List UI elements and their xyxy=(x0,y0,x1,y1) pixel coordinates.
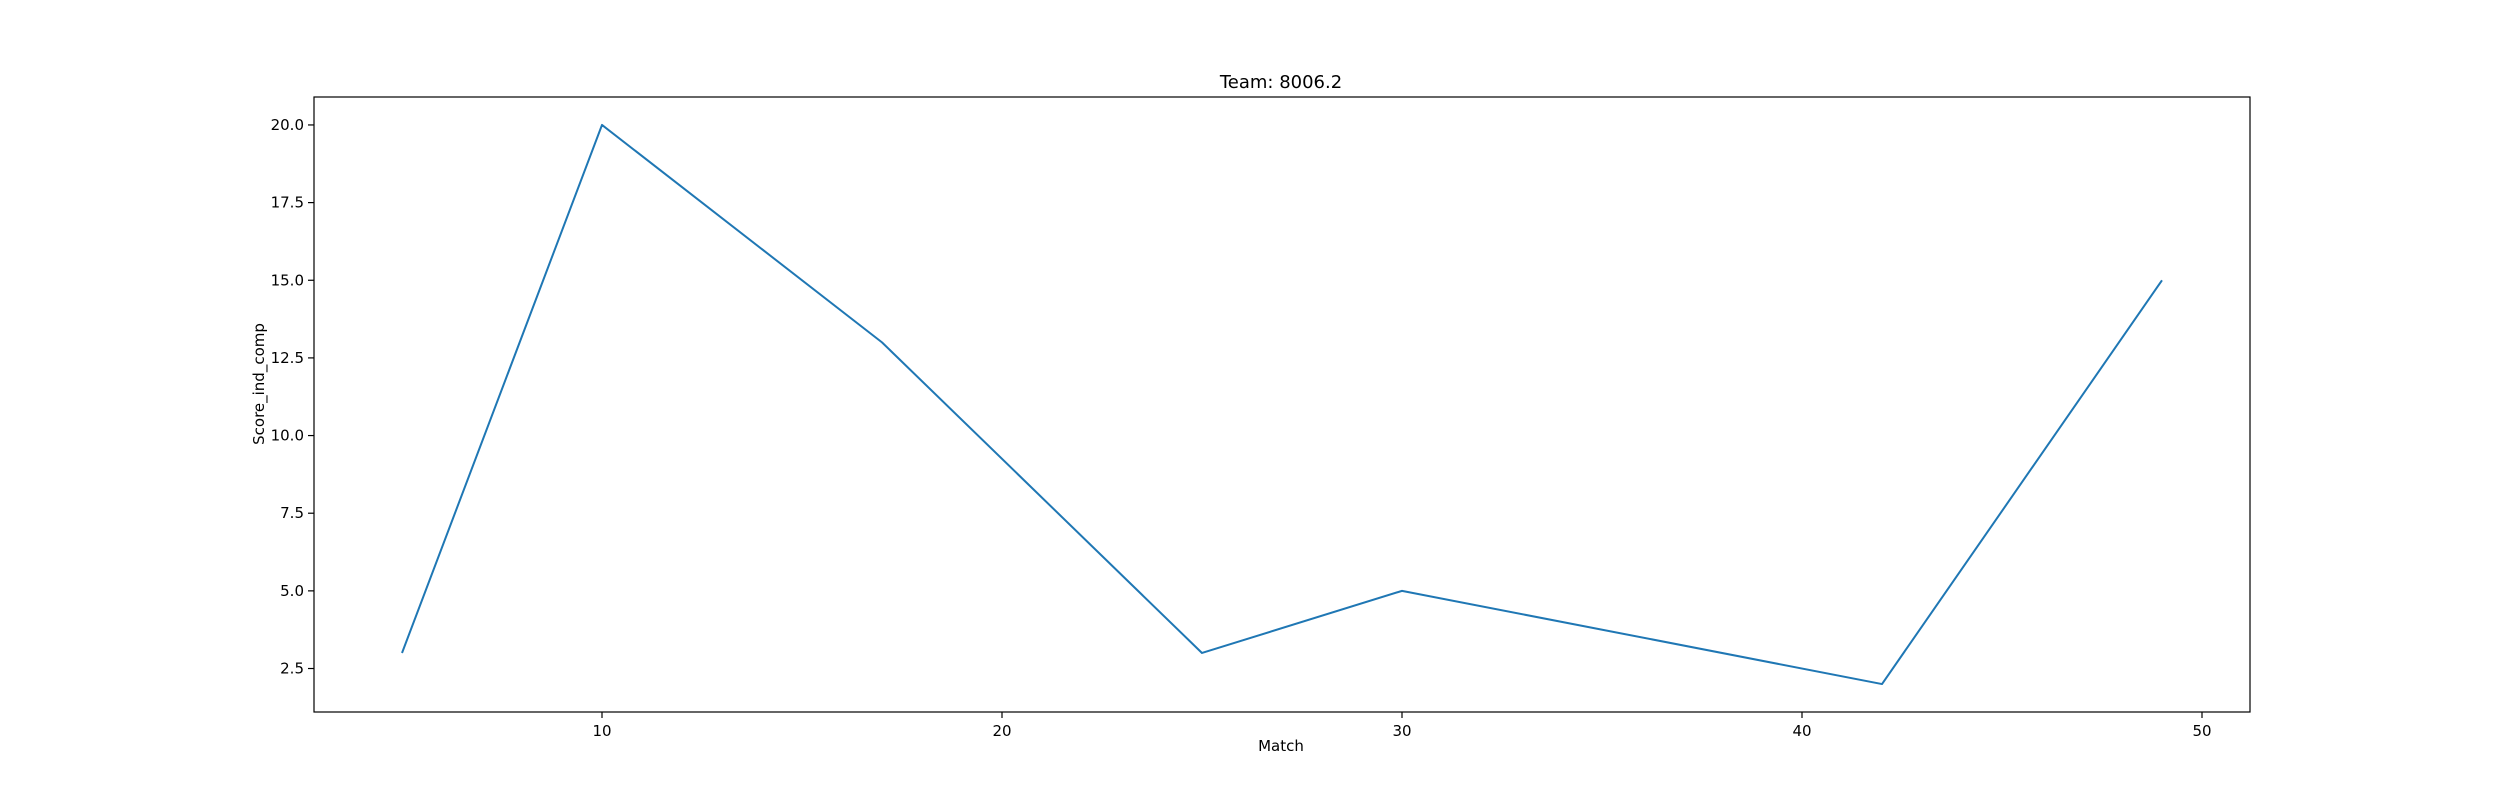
x-axis-ticks: 10 20 30 40 50 xyxy=(592,712,2212,740)
chart-title: Team: 8006.2 xyxy=(1219,72,1342,93)
x-tick-label: 20 xyxy=(992,722,1011,740)
x-tick-label: 40 xyxy=(1792,722,1811,740)
x-tick-label: 10 xyxy=(592,722,611,740)
y-tick-label: 10.0 xyxy=(271,427,304,445)
y-tick-label: 20.0 xyxy=(271,116,304,134)
y-tick-label: 15.0 xyxy=(271,271,304,289)
axes-frame xyxy=(313,96,2251,713)
y-axis-ticks: 2.5 5.0 7.5 10.0 12.5 15.0 17.5 20.0 xyxy=(271,116,314,678)
plot-area xyxy=(313,96,2251,713)
y-tick-label: 12.5 xyxy=(271,349,304,367)
y-tick-label: 2.5 xyxy=(280,660,304,678)
x-axis-label: Match xyxy=(1258,737,1304,755)
x-tick-label: 50 xyxy=(2192,722,2211,740)
x-tick-label: 30 xyxy=(1392,722,1411,740)
y-tick-label: 5.0 xyxy=(280,582,304,600)
y-tick-label: 7.5 xyxy=(280,504,304,522)
y-axis-label: Score_ind_comp xyxy=(250,323,269,445)
y-tick-label: 17.5 xyxy=(271,194,304,212)
